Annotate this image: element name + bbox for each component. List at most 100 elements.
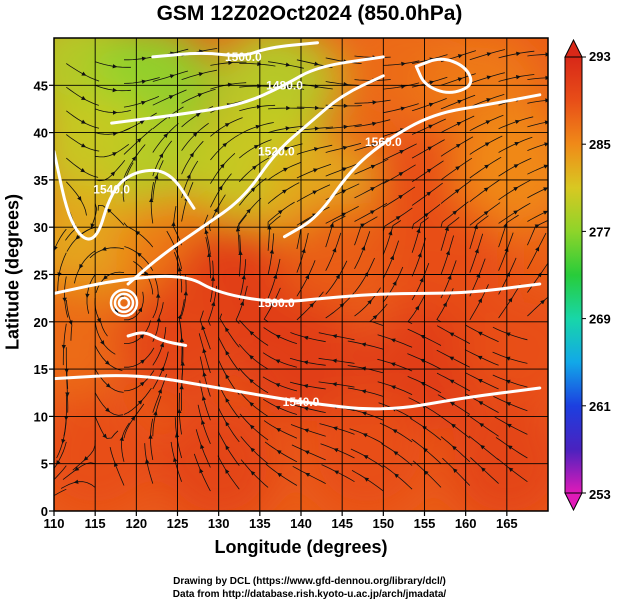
streamline-arrow — [213, 207, 218, 213]
streamline — [267, 125, 304, 133]
streamline-arrow — [77, 196, 82, 202]
x-tick-label: 145 — [331, 516, 353, 531]
streamline-arrow — [102, 433, 107, 439]
streamline-arrow — [486, 52, 492, 57]
streamline-arrow — [535, 246, 540, 252]
streamline-arrow — [250, 187, 256, 192]
streamline — [181, 69, 217, 80]
colorbar: 253 261 269 277 285 293 — [564, 38, 611, 512]
streamline-arrow — [369, 210, 375, 215]
streamline — [72, 440, 96, 471]
streamline-arrow — [390, 385, 396, 390]
streamline-arrow — [342, 145, 348, 151]
streamline — [318, 381, 355, 388]
streamline — [347, 340, 384, 350]
streamline — [383, 60, 420, 66]
streamline-arrow — [483, 187, 489, 192]
streamline-arrow — [333, 448, 339, 453]
contour-label: 1520.0 — [258, 145, 295, 159]
streamline-arrow — [140, 359, 146, 364]
streamline — [469, 94, 505, 108]
streamline — [354, 119, 391, 128]
streamline — [289, 357, 326, 366]
streamline — [152, 277, 159, 319]
streamline-arrow — [136, 252, 142, 258]
streamline — [181, 88, 216, 104]
streamline — [351, 470, 384, 492]
streamline — [123, 144, 146, 179]
streamline-arrow — [398, 194, 404, 200]
streamline — [498, 74, 535, 82]
streamline — [150, 182, 154, 224]
streamline — [318, 332, 355, 341]
streamline — [440, 235, 454, 275]
streamline-arrow — [417, 252, 422, 258]
streamline-arrow — [112, 64, 118, 69]
streamline-arrow — [303, 335, 309, 341]
axes: 110 115 120 125 130 135 140 145 150 155 160 165 0 5 10… — [34, 37, 549, 531]
streamline-arrow — [329, 222, 334, 228]
contour-line — [151, 41, 319, 59]
streamline — [409, 417, 442, 441]
streamline — [181, 182, 194, 222]
streamline-arrow — [428, 124, 434, 129]
streamline-arrow — [195, 112, 201, 118]
streamline-arrow — [74, 466, 80, 471]
streamline — [219, 313, 240, 348]
field-sample — [54, 278, 133, 403]
x-tick-label: 150 — [372, 516, 394, 531]
streamline-arrow — [277, 472, 283, 478]
streamline — [240, 436, 269, 465]
streamline — [152, 89, 187, 106]
streamline — [492, 326, 528, 341]
streamline-arrow — [313, 168, 319, 173]
streamline — [218, 407, 240, 443]
streamline — [181, 140, 204, 175]
streamline — [79, 203, 98, 236]
streamline-arrow — [507, 445, 513, 450]
streamline — [296, 206, 330, 226]
streamline — [296, 260, 316, 297]
streamline-arrow — [516, 51, 521, 56]
streamline-arrow — [445, 250, 450, 256]
streamline — [239, 157, 269, 183]
streamline — [199, 356, 211, 397]
streamline-arrow — [285, 126, 291, 131]
streamline — [497, 458, 528, 483]
streamline-arrow — [103, 275, 108, 280]
streamline — [262, 376, 298, 392]
streamline-arrow — [273, 274, 278, 279]
streamline-arrow — [449, 379, 455, 384]
streamline-arrow — [153, 410, 158, 416]
streamline — [325, 143, 362, 153]
streamline — [347, 365, 384, 374]
streamline-arrow — [303, 360, 309, 365]
streamline-arrow — [452, 468, 458, 473]
streamline — [412, 54, 448, 64]
streamline — [437, 394, 471, 415]
streamline-arrow — [183, 290, 188, 296]
streamline — [411, 217, 429, 253]
streamline — [439, 415, 471, 439]
streamline — [469, 114, 504, 132]
height-contours: 1560.0 1560.0 1520.0 1480.0 1500.0 1540.0 1540… — [54, 41, 542, 411]
streamline — [199, 380, 211, 421]
streamline-arrow — [246, 208, 251, 214]
x-tick-label: 135 — [249, 516, 271, 531]
streamline — [411, 182, 443, 206]
streamline — [123, 77, 160, 84]
contour-line — [110, 55, 385, 125]
streamline — [289, 381, 326, 390]
streamline-arrow — [105, 360, 110, 365]
streamline — [199, 310, 211, 350]
streamline — [267, 233, 275, 275]
streamline-arrow — [112, 110, 118, 115]
streamline — [527, 121, 548, 128]
streamline — [95, 160, 126, 182]
streamline — [440, 115, 475, 133]
cyclone-contour — [109, 288, 139, 318]
streamline-arrow — [486, 98, 492, 103]
contour-line — [54, 374, 542, 411]
streamline-arrow — [174, 432, 180, 438]
streamline-arrow — [478, 401, 484, 406]
